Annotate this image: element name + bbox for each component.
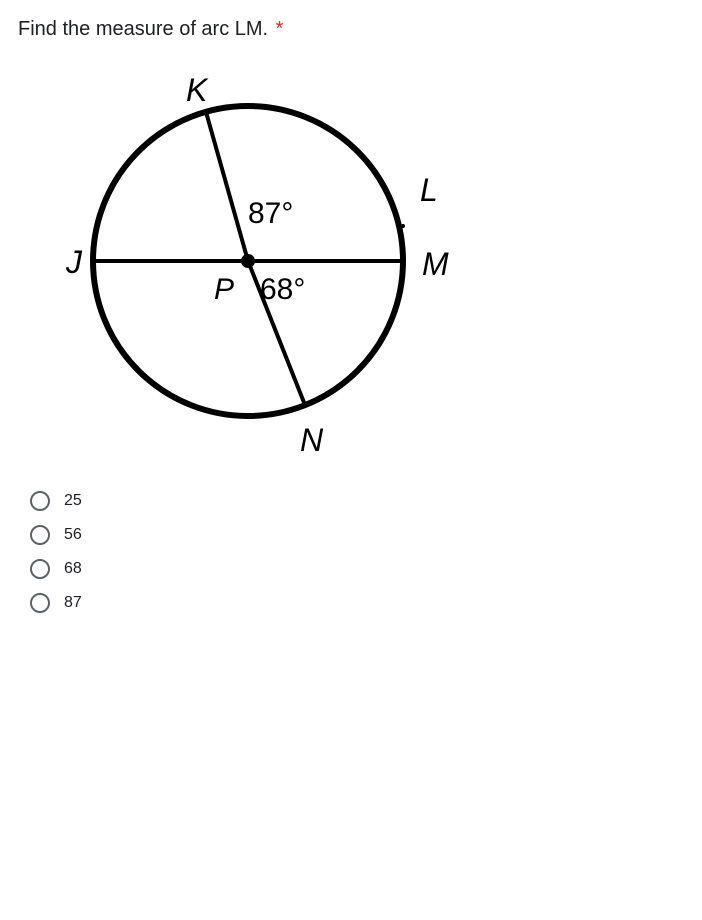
question-text: Find the measure of arc LM. * bbox=[18, 18, 702, 41]
radio-icon bbox=[30, 559, 50, 579]
radio-icon bbox=[30, 593, 50, 613]
svg-text:68°: 68° bbox=[260, 273, 305, 306]
svg-text:P: P bbox=[214, 273, 234, 306]
option-label: 68 bbox=[64, 560, 82, 578]
option-3[interactable]: 87 bbox=[30, 593, 702, 613]
required-star: * bbox=[276, 18, 284, 40]
svg-text:M: M bbox=[422, 246, 449, 282]
option-0[interactable]: 25 bbox=[30, 491, 702, 511]
radio-icon bbox=[30, 525, 50, 545]
svg-text:J: J bbox=[65, 244, 83, 280]
option-label: 56 bbox=[64, 526, 82, 544]
options-group: 25 56 68 87 bbox=[18, 491, 702, 613]
option-1[interactable]: 56 bbox=[30, 525, 702, 545]
svg-text:87°: 87° bbox=[248, 197, 293, 230]
option-label: 25 bbox=[64, 492, 82, 510]
radio-icon bbox=[30, 491, 50, 511]
figure-diagram: K L J M N P 87° 68° bbox=[18, 61, 478, 461]
question-stem: Find the measure of arc LM. bbox=[18, 18, 268, 40]
option-label: 87 bbox=[64, 594, 82, 612]
option-2[interactable]: 68 bbox=[30, 559, 702, 579]
svg-text:K: K bbox=[186, 72, 209, 108]
svg-text:L: L bbox=[420, 172, 438, 208]
svg-text:N: N bbox=[300, 422, 324, 458]
